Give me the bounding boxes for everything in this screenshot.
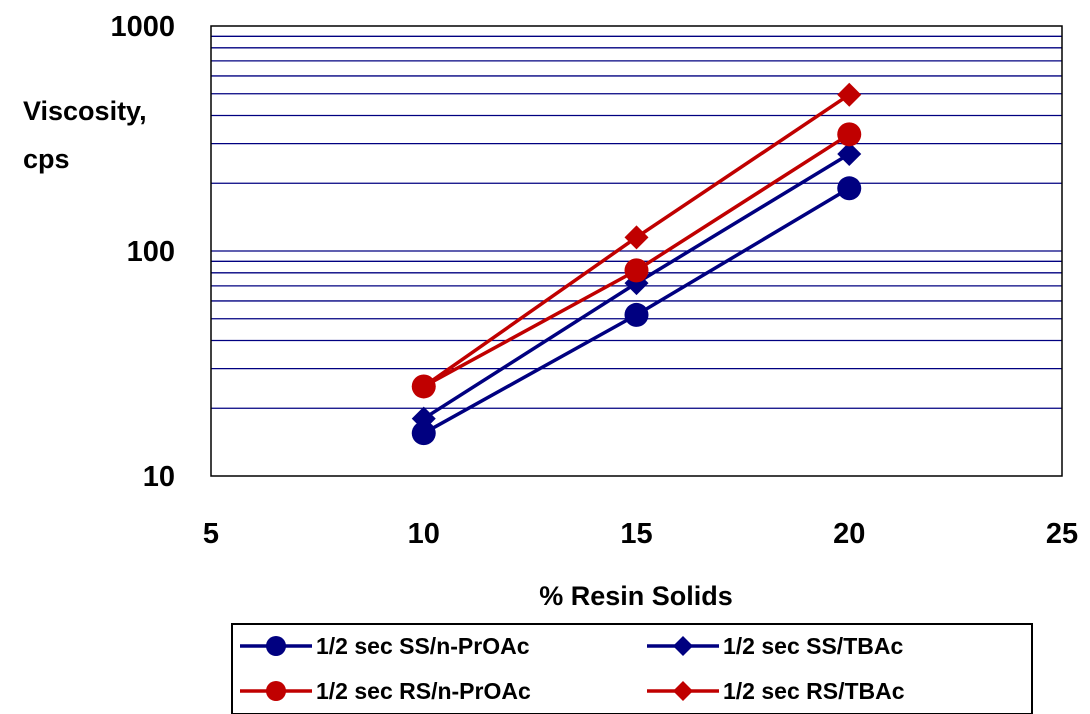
y-tick-label: 100 xyxy=(127,236,175,268)
series-layer xyxy=(411,82,862,446)
legend-box xyxy=(231,623,1033,714)
data-point xyxy=(624,302,649,327)
legend-swatch-marker xyxy=(673,681,693,701)
legend-label: 1/2 sec SS/TBAc xyxy=(723,633,903,659)
legend-swatch-marker xyxy=(673,636,693,656)
y-tick-label: 1000 xyxy=(110,11,175,43)
data-point xyxy=(837,176,862,201)
x-tick-label: 25 xyxy=(1046,518,1078,550)
x-tick-label: 10 xyxy=(408,518,440,550)
data-point xyxy=(624,258,649,283)
legend-swatch-marker xyxy=(266,636,286,656)
data-point xyxy=(411,421,436,446)
data-point xyxy=(411,374,436,399)
x-tick-label: 20 xyxy=(833,518,865,550)
legend: 1/2 sec SS/n-PrOAc 1/2 sec SS/TBAc 1/2 sec… xyxy=(231,623,1033,714)
y-axis-title-line-1: Viscosity, xyxy=(23,96,147,126)
y-axis-tick-labels: 10 100 1000 xyxy=(110,11,175,493)
x-axis-tick-labels: 5 10 15 20 25 xyxy=(203,518,1078,550)
series-1 xyxy=(411,176,862,446)
data-point xyxy=(624,225,649,250)
legend-label: 1/2 sec SS/n-PrOAc xyxy=(316,633,530,659)
data-point xyxy=(837,141,862,166)
legend-item: 1/2 sec RS/n-PrOAc xyxy=(240,678,531,704)
data-point xyxy=(837,122,862,147)
series-4 xyxy=(411,82,862,399)
y-tick-label: 10 xyxy=(143,461,175,493)
legend-label: 1/2 sec RS/n-PrOAc xyxy=(316,678,531,704)
y-axis-title-line-2: cps xyxy=(23,144,70,174)
legend-item: 1/2 sec RS/TBAc xyxy=(647,678,905,704)
series-3 xyxy=(411,122,862,399)
data-point xyxy=(837,82,862,107)
plot-area xyxy=(210,25,1063,477)
data-point xyxy=(411,406,436,431)
legend-item: 1/2 sec SS/n-PrOAc xyxy=(240,633,530,659)
legend-label: 1/2 sec RS/TBAc xyxy=(723,678,905,704)
x-axis-title: % Resin Solids xyxy=(539,581,733,611)
x-tick-label: 15 xyxy=(620,518,652,550)
legend-swatch-marker xyxy=(266,681,286,701)
gridlines xyxy=(211,35,1062,409)
legend-item: 1/2 sec SS/TBAc xyxy=(647,633,903,659)
x-tick-label: 5 xyxy=(203,518,219,550)
